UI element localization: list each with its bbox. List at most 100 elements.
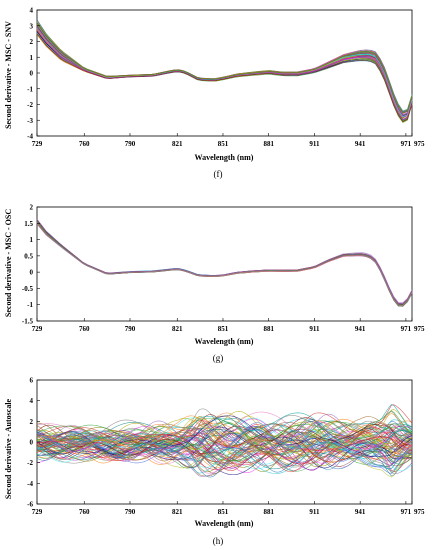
series-line bbox=[36, 20, 413, 113]
series-line bbox=[36, 223, 413, 307]
y-tick-label: -6 bbox=[27, 501, 33, 509]
series-line bbox=[36, 23, 413, 114]
y-tick-label: 1 bbox=[30, 236, 34, 244]
series-line bbox=[36, 220, 413, 305]
x-tick-label: 911 bbox=[309, 140, 320, 148]
chart-f-traces bbox=[36, 19, 413, 124]
series-line bbox=[36, 29, 413, 120]
series-line bbox=[36, 222, 413, 306]
series-line bbox=[36, 219, 413, 305]
series-line bbox=[36, 222, 413, 306]
chart-g-xticks: 729 760 790 821 851 881 911 941 971 975 bbox=[32, 318, 425, 333]
chart-f-caption: (f) bbox=[214, 169, 223, 179]
x-tick-label: 851 bbox=[218, 140, 229, 148]
series-line bbox=[36, 24, 413, 118]
series-line bbox=[36, 20, 413, 113]
x-tick-label: 851 bbox=[218, 325, 229, 333]
series-line bbox=[36, 408, 413, 458]
x-tick-label: 975 bbox=[414, 325, 425, 333]
series-line bbox=[36, 219, 413, 304]
x-tick-label: 975 bbox=[414, 140, 425, 148]
x-tick-label: 971 bbox=[401, 508, 412, 516]
chart-g-plot-frame bbox=[36, 206, 413, 322]
series-line bbox=[36, 430, 413, 470]
chart-h: Second derivative - Autoscale 6 4 2 0 -2 -4 -6… bbox=[4, 377, 425, 547]
series-line bbox=[36, 24, 413, 114]
x-tick-label: 729 bbox=[32, 508, 43, 516]
x-tick-label: 941 bbox=[355, 325, 366, 333]
chart-g-ylabel: Second derivative - MSC - OSC bbox=[4, 209, 13, 317]
series-line bbox=[36, 25, 413, 115]
series-line bbox=[36, 23, 413, 113]
series-line bbox=[36, 433, 413, 468]
y-tick-label: -1 bbox=[27, 301, 33, 309]
y-tick-label: -4 bbox=[27, 480, 33, 488]
series-line bbox=[36, 223, 413, 307]
series-line bbox=[36, 21, 413, 113]
series-line bbox=[36, 22, 413, 114]
y-tick-label: -2 bbox=[27, 459, 33, 467]
series-line bbox=[36, 219, 413, 304]
series-line bbox=[36, 415, 413, 457]
series-line bbox=[36, 222, 413, 306]
series-line bbox=[36, 429, 413, 466]
y-tick-label: -1.5 bbox=[22, 318, 34, 326]
series-line bbox=[36, 417, 413, 456]
y-tick-label: 6 bbox=[30, 377, 34, 385]
series-line bbox=[36, 429, 413, 463]
chart-h-xlabel: Wavelength (nm) bbox=[195, 519, 254, 528]
series-line bbox=[36, 223, 413, 307]
y-tick-label: 1 bbox=[30, 54, 34, 62]
series-line bbox=[36, 221, 413, 306]
x-tick-label: 881 bbox=[263, 325, 274, 333]
series-line bbox=[36, 221, 413, 306]
series-line bbox=[36, 23, 413, 116]
series-line bbox=[36, 219, 413, 305]
series-line bbox=[36, 430, 413, 478]
y-tick-label: 0 bbox=[30, 70, 34, 78]
series-line bbox=[36, 420, 413, 458]
chart-h-caption: (h) bbox=[213, 536, 224, 546]
y-tick-label: 4 bbox=[30, 7, 34, 15]
y-tick-label: 0 bbox=[30, 439, 34, 447]
x-tick-label: 975 bbox=[414, 508, 425, 516]
series-line bbox=[36, 220, 413, 305]
series-line bbox=[36, 219, 413, 304]
series-line bbox=[36, 222, 413, 306]
x-tick-label: 881 bbox=[263, 508, 274, 516]
series-line bbox=[36, 422, 413, 463]
series-line bbox=[36, 431, 413, 474]
series-line bbox=[36, 431, 413, 470]
series-line bbox=[36, 418, 413, 456]
y-tick-label: -1 bbox=[27, 85, 33, 93]
x-tick-label: 760 bbox=[79, 140, 90, 148]
series-line bbox=[36, 23, 413, 116]
series-line bbox=[36, 221, 413, 305]
series-line bbox=[36, 221, 413, 306]
x-tick-label: 760 bbox=[79, 508, 90, 516]
series-line bbox=[36, 222, 413, 306]
y-tick-label: 2 bbox=[30, 38, 34, 46]
series-line bbox=[36, 222, 413, 306]
series-line bbox=[36, 222, 413, 306]
x-tick-label: 851 bbox=[218, 508, 229, 516]
series-line bbox=[36, 223, 413, 306]
chart-g-yticks: 2 1.5 1 0.5 0 -0.5 -1 -1.5 bbox=[22, 204, 40, 326]
series-line bbox=[36, 431, 413, 478]
series-line bbox=[36, 411, 413, 457]
series-line bbox=[36, 22, 413, 112]
y-tick-label: 1.5 bbox=[24, 220, 33, 228]
chart-f-xticks: 729 760 790 821 851 881 911 941 971 975 bbox=[32, 133, 425, 148]
x-tick-label: 911 bbox=[309, 508, 320, 516]
series-line bbox=[36, 220, 413, 305]
x-tick-label: 821 bbox=[172, 508, 183, 516]
series-line bbox=[36, 19, 413, 112]
x-tick-label: 971 bbox=[401, 140, 412, 148]
x-tick-label: 729 bbox=[32, 325, 43, 333]
series-line bbox=[36, 21, 413, 114]
series-line bbox=[36, 28, 413, 122]
series-line bbox=[36, 222, 413, 306]
series-line bbox=[36, 223, 413, 307]
series-line bbox=[36, 31, 413, 121]
y-tick-label: 2 bbox=[30, 418, 34, 426]
